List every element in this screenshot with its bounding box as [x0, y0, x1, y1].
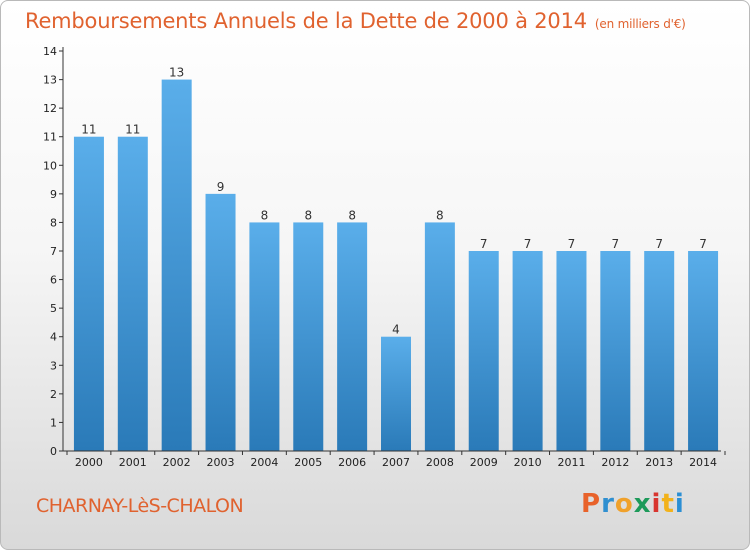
x-tick-label: 2001 — [119, 456, 147, 469]
y-tick-label: 9 — [50, 188, 57, 201]
y-tick-label: 12 — [43, 102, 57, 115]
bar-value-label: 4 — [392, 323, 400, 337]
x-tick-label: 2002 — [163, 456, 191, 469]
bar-2010 — [512, 251, 543, 451]
y-tick-label: 6 — [50, 274, 57, 287]
bar-value-label: 11 — [125, 123, 140, 137]
commune-name: CHARNAY-LèS-CHALON — [36, 495, 244, 517]
y-tick-label: 4 — [50, 331, 57, 344]
bar-value-label: 7 — [524, 237, 532, 251]
x-tick-label: 2014 — [689, 456, 717, 469]
x-tick-label: 2010 — [514, 456, 542, 469]
bar-value-label: 8 — [436, 208, 444, 222]
y-tick-label: 2 — [50, 388, 57, 401]
proxiti-logo: Proxiti — [581, 489, 685, 519]
y-tick-label: 7 — [50, 245, 57, 258]
x-tick-label: 2009 — [470, 456, 498, 469]
bar-value-label: 7 — [699, 237, 707, 251]
bar-2008 — [424, 222, 455, 451]
bar-2000 — [73, 136, 104, 451]
x-tick-label: 2000 — [75, 456, 103, 469]
x-tick-label: 2006 — [338, 456, 366, 469]
bar-value-label: 8 — [304, 208, 312, 222]
x-tick-label: 2013 — [645, 456, 673, 469]
x-tick-label: 2012 — [601, 456, 629, 469]
y-tick-label: 3 — [50, 359, 57, 372]
chart-title: Remboursements Annuels de la Dette de 20… — [25, 9, 686, 33]
y-tick-label: 8 — [50, 216, 57, 229]
bar-value-label: 8 — [261, 208, 269, 222]
bar-2001 — [117, 136, 148, 451]
bar-value-label: 7 — [612, 237, 620, 251]
y-tick-label: 5 — [50, 302, 57, 315]
bar-value-label: 7 — [655, 237, 663, 251]
bar-value-label: 9 — [217, 180, 225, 194]
x-tick-label: 2011 — [557, 456, 585, 469]
bar-2003 — [205, 193, 236, 451]
bar-value-label: 7 — [480, 237, 488, 251]
bar-2013 — [644, 251, 675, 451]
bar-value-label: 11 — [81, 123, 96, 137]
chart-title-text: Remboursements Annuels de la Dette de 20… — [25, 9, 587, 33]
bar-2012 — [600, 251, 631, 451]
x-tick-label: 2004 — [250, 456, 278, 469]
bar-2014 — [688, 251, 719, 451]
x-tick-label: 2007 — [382, 456, 410, 469]
bar-2005 — [293, 222, 324, 451]
y-tick-label: 14 — [43, 45, 57, 58]
bar-2009 — [468, 251, 499, 451]
y-tick-label: 11 — [43, 131, 57, 144]
bar-value-label: 7 — [568, 237, 576, 251]
y-tick-label: 0 — [50, 445, 57, 458]
chart-unit-label: (en milliers d'€) — [594, 17, 686, 31]
bar-2011 — [556, 251, 587, 451]
bar-2006 — [337, 222, 368, 451]
bar-2007 — [381, 336, 411, 451]
bar-2002 — [161, 79, 192, 452]
bar-value-label: 8 — [348, 208, 356, 222]
y-tick-label: 13 — [43, 74, 57, 87]
x-tick-label: 2008 — [426, 456, 454, 469]
x-tick-label: 2005 — [294, 456, 322, 469]
bar-2004 — [249, 222, 280, 451]
x-tick-label: 2003 — [207, 456, 235, 469]
y-tick-label: 10 — [43, 159, 57, 172]
y-tick-label: 1 — [50, 416, 57, 429]
bar-value-label: 13 — [169, 66, 184, 80]
